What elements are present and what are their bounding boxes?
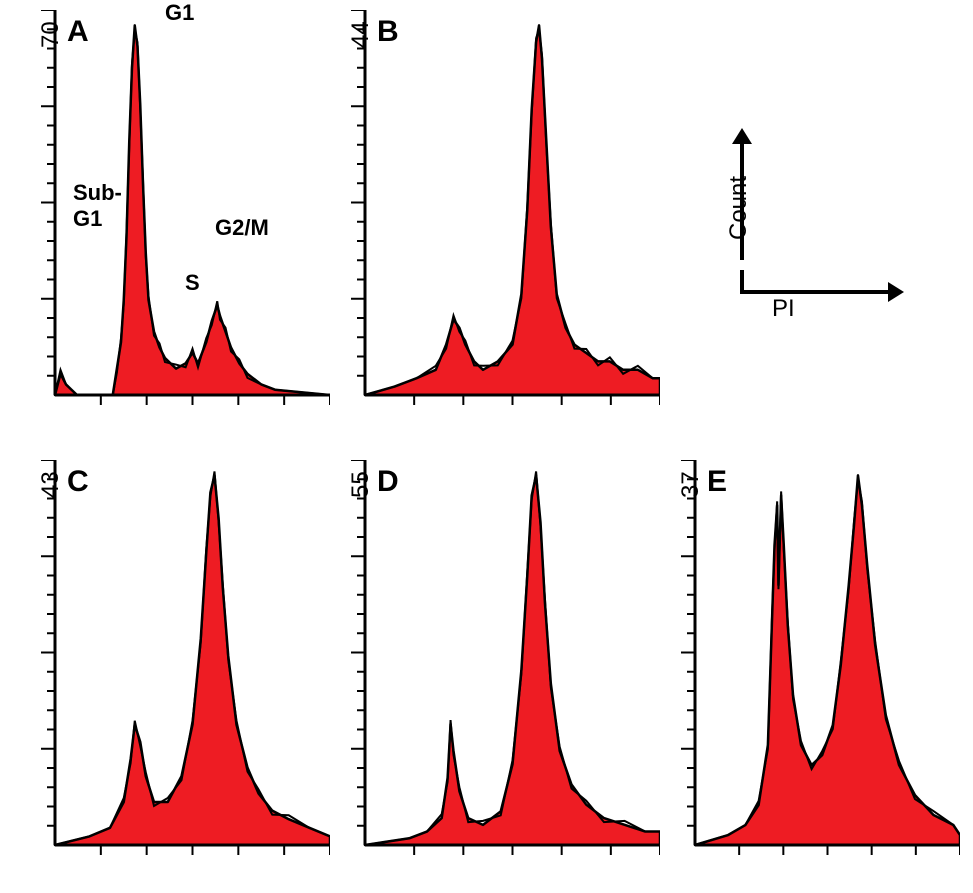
annotation-A-3: G2/M	[215, 215, 269, 241]
ymax-label-C: 43	[37, 471, 65, 498]
legend-x-arrow	[888, 282, 904, 302]
panel-C: 43C	[40, 460, 330, 860]
panel-E: 37E	[680, 460, 960, 860]
panel-B: 44B	[350, 10, 660, 410]
annotation-A-1: Sub- G1	[73, 180, 122, 232]
axis-legend: Count PI	[710, 120, 950, 370]
legend-x-axis-line	[740, 290, 890, 294]
histogram-B	[350, 10, 660, 410]
histogram-C	[40, 460, 330, 860]
panel-label-D: D	[377, 465, 399, 499]
annotation-A-0: G1	[165, 0, 194, 26]
histogram-fill-E	[695, 475, 960, 845]
histogram-outline-B	[365, 29, 660, 395]
histogram-E	[680, 460, 960, 860]
panel-D: 55D	[350, 460, 660, 860]
legend-count-label: Count	[725, 176, 753, 240]
panel-A: 70AG1Sub- G1SG2/M	[40, 10, 330, 410]
histogram-fill-C	[55, 475, 330, 845]
ymax-label-D: 55	[347, 471, 375, 498]
legend-corner-stub	[740, 270, 744, 294]
histogram-D	[350, 460, 660, 860]
ymax-label-A: 70	[37, 21, 65, 48]
panel-label-C: C	[67, 465, 89, 499]
ymax-label-B: 44	[347, 21, 375, 48]
annotation-A-2: S	[185, 270, 200, 296]
legend-y-arrow	[732, 128, 752, 144]
panel-label-E: E	[707, 465, 727, 499]
legend-pi-label: PI	[772, 295, 795, 323]
panel-label-A: A	[67, 15, 89, 49]
ymax-label-E: 37	[677, 471, 705, 498]
histogram-fill-D	[365, 475, 660, 845]
panel-label-B: B	[377, 15, 399, 49]
